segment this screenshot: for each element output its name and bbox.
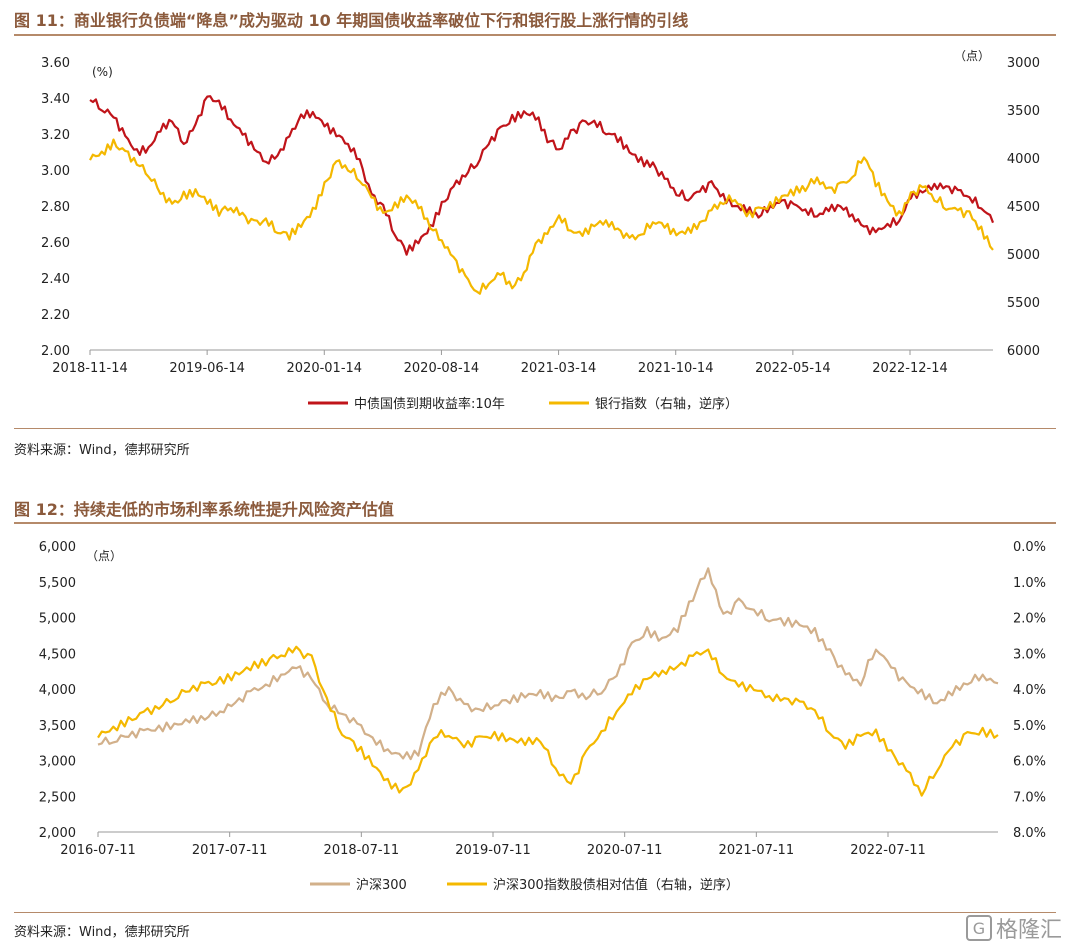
left-tick-label: 2.60	[41, 236, 70, 251]
x-tick-label: 2020-01-14	[287, 361, 363, 376]
right-tick-label: 7.0%	[1013, 790, 1046, 805]
right-tick-label: 4.0%	[1013, 683, 1046, 698]
right-tick-label: 6000	[1007, 344, 1040, 359]
right-tick-label: 8.0%	[1013, 826, 1046, 841]
left-tick-label: 5,500	[39, 576, 76, 591]
right-tick-label: 3500	[1007, 104, 1040, 119]
chart-csi300-valuation: （点） 6,000 5,500 5,000 4,500 4,000 3,500 3,000 2,…	[39, 540, 1046, 893]
left-tick-label: 2,500	[39, 790, 76, 805]
x-tick-label: 2021-07-11	[719, 843, 795, 858]
x-tick-label: 2022-07-11	[850, 843, 926, 858]
legend-label: 沪深300	[356, 877, 407, 893]
chart-bond-yield-vs-bank-index: (%) （点） 3.60 3.40 3.20 3.00 2.80 2.60 2.40 2.20 2.…	[41, 49, 1040, 412]
right-tick-label: 4000	[1007, 152, 1040, 167]
title-rule	[14, 34, 1056, 36]
left-axis-unit: （点）	[86, 549, 122, 563]
right-tick-label: 3000	[1007, 56, 1040, 71]
x-tick-label: 2019-07-11	[455, 843, 531, 858]
x-tick-label: 2018-11-14	[52, 361, 128, 376]
left-tick-label: 2,000	[39, 826, 76, 841]
title-rule	[14, 522, 1056, 524]
source-rule	[14, 912, 1056, 913]
series-line	[97, 567, 999, 761]
series-line	[89, 95, 995, 256]
right-tick-label: 5000	[1007, 248, 1040, 263]
x-tick-label: 2022-12-14	[872, 361, 948, 376]
watermark-text: 格隆汇	[995, 918, 1062, 943]
legend-label: 沪深300指数股债相对估值（右轴，逆序）	[493, 877, 739, 893]
right-axis-unit: （点）	[954, 49, 990, 63]
right-tick-label: 0.0%	[1013, 540, 1046, 555]
left-axis-unit: (%)	[92, 65, 113, 79]
left-tick-label: 2.20	[41, 308, 70, 323]
left-tick-label: 2.80	[41, 200, 70, 215]
legend-label: 中债国债到期收益率:10年	[354, 396, 505, 412]
left-tick-label: 3.60	[41, 56, 70, 71]
source-rule	[14, 428, 1056, 429]
gelonghui-logo-icon: G	[965, 915, 992, 941]
right-tick-label: 5500	[1007, 296, 1040, 311]
left-tick-label: 4,500	[39, 647, 76, 662]
figure-title: 图 11：商业银行负债端“降息”成为驱动 10 年期国债收益率破位下行和银行股上…	[14, 11, 689, 30]
left-tick-label: 3.00	[41, 164, 70, 179]
x-tick-label: 2018-07-11	[324, 843, 400, 858]
watermark: G 格隆汇	[965, 912, 1062, 944]
left-tick-label: 5,000	[39, 612, 76, 627]
left-tick-label: 2.00	[41, 344, 70, 359]
x-tick-label: 2020-08-14	[404, 361, 480, 376]
series-line	[97, 645, 999, 797]
left-tick-label: 3.40	[41, 92, 70, 107]
right-tick-label: 5.0%	[1013, 719, 1046, 734]
x-tick-label: 2017-07-11	[192, 843, 268, 858]
source-note: 资料来源：Wind，德邦研究所	[14, 443, 190, 458]
left-tick-label: 4,000	[39, 683, 76, 698]
right-tick-label: 2.0%	[1013, 612, 1046, 627]
right-tick-label: 6.0%	[1013, 755, 1046, 770]
x-tick-label: 2022-05-14	[755, 361, 831, 376]
x-tick-label: 2021-10-14	[638, 361, 714, 376]
x-tick-label: 2021-03-14	[521, 361, 597, 376]
x-tick-label: 2016-07-11	[60, 843, 136, 858]
left-tick-label: 2.40	[41, 272, 70, 287]
right-tick-label: 3.0%	[1013, 647, 1046, 662]
x-tick-label: 2019-06-14	[169, 361, 245, 376]
source-note: 资料来源：Wind，德邦研究所	[14, 925, 190, 940]
right-tick-label: 1.0%	[1013, 576, 1046, 591]
legend-label: 银行指数（右轴，逆序）	[595, 396, 738, 412]
left-tick-label: 6,000	[39, 540, 76, 555]
x-tick-label: 2020-07-11	[587, 843, 663, 858]
left-tick-label: 3.20	[41, 128, 70, 143]
figure-title: 图 12：持续走低的市场利率系统性提升风险资产估值	[14, 500, 394, 519]
left-tick-label: 3,500	[39, 719, 76, 734]
series-line	[89, 138, 994, 295]
right-tick-label: 4500	[1007, 200, 1040, 215]
left-tick-label: 3,000	[39, 755, 76, 770]
